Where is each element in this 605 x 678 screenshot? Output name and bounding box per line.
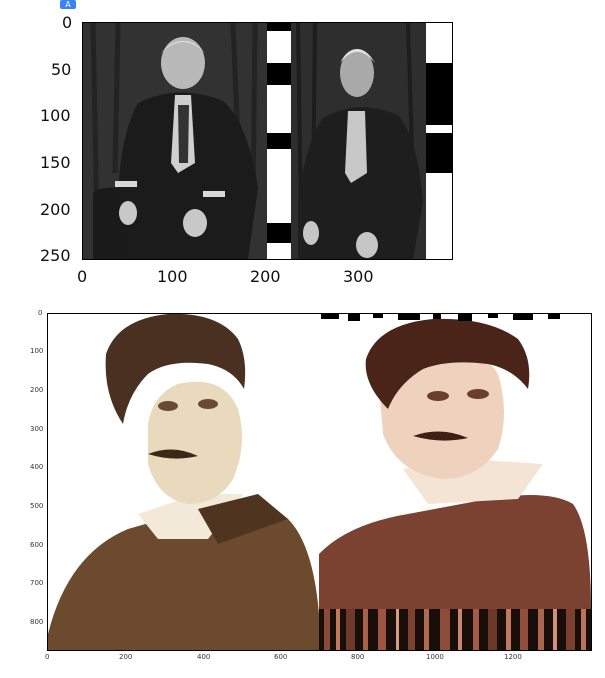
fig1-ytick: 250 (40, 246, 71, 265)
fig2-ytick: 100 (30, 347, 44, 355)
fig1-ytick: 0 (62, 13, 73, 32)
fig2-xtick: 1000 (426, 653, 444, 661)
fig2-ytick: 700 (30, 579, 44, 587)
figure2-image (48, 314, 591, 650)
fig1-xtick: 100 (157, 267, 188, 286)
fig1-ytick: 50 (51, 60, 72, 79)
fig2-ytick: 0 (38, 309, 43, 317)
fig1-xtick: 200 (250, 267, 281, 286)
figure1-image (83, 23, 452, 259)
figure1-axes (82, 22, 453, 260)
fig2-ytick: 200 (30, 386, 44, 394)
fig1-ytick: 100 (40, 106, 71, 125)
fig2-ytick: 800 (30, 618, 44, 626)
fig2-ytick: 400 (30, 463, 44, 471)
figure2-axes (47, 313, 592, 651)
translate-icon[interactable]: A (60, 0, 76, 9)
fig2-ytick: 600 (30, 541, 44, 549)
fig2-xtick: 800 (351, 653, 365, 661)
fig2-xtick: 200 (119, 653, 133, 661)
fig1-ytick: 150 (40, 153, 71, 172)
fig2-ytick: 300 (30, 425, 44, 433)
fig1-ytick: 200 (40, 200, 71, 219)
fig2-ytick: 500 (30, 502, 44, 510)
fig2-xtick: 1200 (504, 653, 522, 661)
fig1-xtick: 300 (343, 267, 374, 286)
fig2-xtick: 0 (45, 653, 50, 661)
fig2-xtick: 400 (197, 653, 211, 661)
fig1-xtick: 0 (77, 267, 88, 286)
fig2-xtick: 600 (274, 653, 288, 661)
